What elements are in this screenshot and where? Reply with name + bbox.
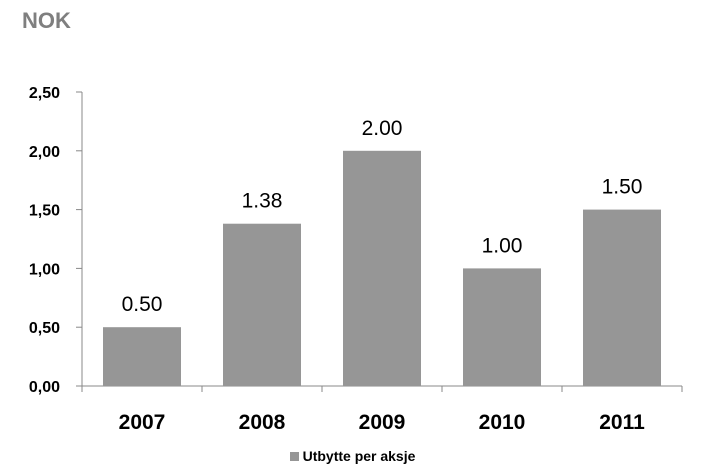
data-label-2011: 1.50 <box>602 176 643 199</box>
unit-label: NOK <box>22 8 71 33</box>
y-tick-label: 2,00 <box>29 144 60 161</box>
category-label-2009: 2009 <box>359 411 406 434</box>
bar-chart: 0,00 0,50 1,00 1,50 2,00 2,50 0.50 2007 1.38 200… <box>29 85 683 434</box>
y-tick-label: 1,50 <box>29 203 60 220</box>
category-label-2007: 2007 <box>119 411 166 434</box>
category-label-2010: 2010 <box>479 411 526 434</box>
labels: 0.50 2007 1.38 2008 2.00 2009 1.00 2010 1.50 2011 <box>119 117 645 434</box>
y-tick-label: 0,50 <box>29 320 60 337</box>
y-tick-label: 2,50 <box>29 85 60 102</box>
bar-2007 <box>103 327 181 386</box>
bars <box>103 150 661 386</box>
data-label-2010: 1.00 <box>482 234 523 257</box>
legend-swatch <box>289 452 299 461</box>
data-label-2008: 1.38 <box>242 190 283 213</box>
bar-2011 <box>583 209 661 386</box>
legend: Utbytte per aksje <box>0 448 705 464</box>
data-label-2009: 2.00 <box>362 117 403 140</box>
legend-label: Utbytte per aksje <box>302 448 416 464</box>
bar-2008 <box>223 223 301 386</box>
bar-2010 <box>463 268 541 386</box>
bar-2009 <box>343 150 421 386</box>
data-label-2007: 0.50 <box>122 293 163 316</box>
category-label-2008: 2008 <box>239 411 286 434</box>
category-label-2011: 2011 <box>599 411 645 434</box>
y-tick-label: 0,00 <box>29 379 60 396</box>
y-tick-label: 1,00 <box>29 261 60 278</box>
